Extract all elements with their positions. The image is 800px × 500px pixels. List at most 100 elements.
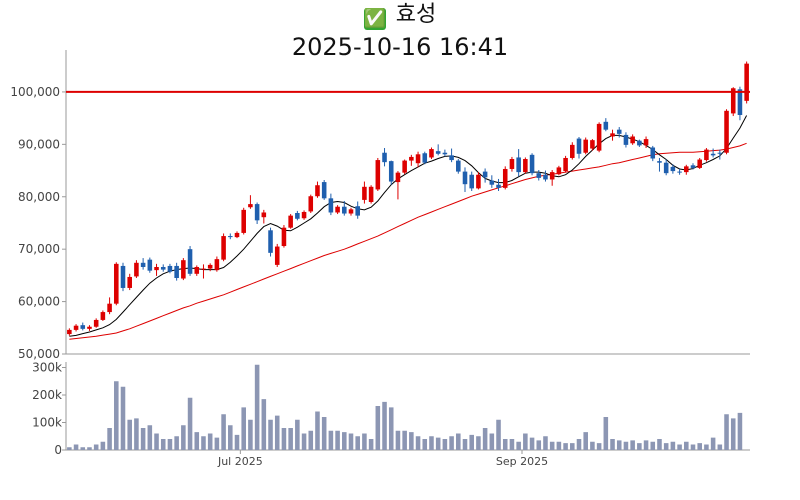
candlestick <box>623 132 629 148</box>
volume-bar <box>462 439 468 450</box>
volume-bar <box>509 439 515 450</box>
candlestick <box>160 264 166 272</box>
volume-bar <box>140 428 146 450</box>
candlestick <box>563 155 568 173</box>
candle-body <box>482 171 488 178</box>
candlestick <box>596 122 602 153</box>
candle-body <box>315 185 320 197</box>
volume-bar <box>134 418 139 450</box>
candlestick <box>469 171 474 191</box>
volume-bar <box>596 443 602 450</box>
candlestick <box>663 159 669 176</box>
volume-bar <box>187 397 193 450</box>
volume-bar <box>590 441 595 450</box>
volume-bar <box>549 441 555 450</box>
candle-body <box>489 180 495 185</box>
candle-body <box>637 140 642 146</box>
volume-bar <box>308 430 314 450</box>
date-tick-label: Sep 2025 <box>496 455 548 468</box>
candlestick <box>744 61 749 104</box>
volume-bar <box>583 432 588 450</box>
volume-bar <box>429 436 434 450</box>
volume-bar <box>214 437 220 450</box>
volume-bar <box>395 430 401 450</box>
candle-body <box>93 319 99 327</box>
volume-bar <box>174 436 179 450</box>
volume-bar <box>234 434 240 450</box>
volume-bar <box>107 428 112 450</box>
candle-body <box>134 262 139 277</box>
volume-bar <box>328 430 334 450</box>
candle-body <box>724 110 729 153</box>
candlestick <box>429 147 434 160</box>
volume-bar <box>402 430 407 450</box>
candlestick <box>147 257 153 273</box>
candlestick <box>570 142 575 160</box>
volume-bar <box>382 401 387 450</box>
candle-body <box>147 259 153 271</box>
volume-bar <box>570 443 575 450</box>
volume-bar <box>268 419 273 450</box>
candlestick <box>388 160 394 185</box>
candlestick <box>717 149 723 160</box>
check-icon: ✅ <box>363 8 387 30</box>
volume-bar <box>502 439 508 450</box>
volume-y-tick-label: 300k <box>32 361 62 375</box>
volume-bar <box>543 436 548 450</box>
candle-body <box>288 215 293 228</box>
volume-bar <box>154 433 159 450</box>
candle-body <box>496 184 501 188</box>
candle-body <box>603 121 609 130</box>
candle-body <box>274 246 280 265</box>
candlestick <box>254 202 260 225</box>
candlestick <box>261 209 267 224</box>
ma-short-line <box>69 115 748 337</box>
candlestick <box>181 258 186 281</box>
volume-bar <box>737 412 743 450</box>
candle-body <box>435 151 441 154</box>
volume-bar <box>482 428 488 450</box>
volume-bar <box>315 411 320 450</box>
candlestick <box>590 139 595 151</box>
candle-body <box>590 140 595 149</box>
volume-bar <box>375 406 381 450</box>
volume-bar <box>704 444 709 450</box>
candle-body <box>368 186 374 202</box>
candlestick <box>482 168 488 183</box>
candlestick <box>710 148 716 158</box>
volume-bar <box>335 430 340 450</box>
volume-bar <box>623 441 629 450</box>
candle-body <box>281 227 287 247</box>
volume-bar <box>181 425 186 450</box>
volume-panel: 0 100k 200k 300k Jul 2025 Sep 2025 <box>32 361 750 468</box>
candlestick <box>308 194 314 214</box>
candlestick <box>80 322 86 331</box>
candlestick <box>174 262 179 281</box>
candle-body <box>429 149 434 158</box>
volume-bar <box>684 441 689 450</box>
ma-long-line <box>69 142 747 340</box>
candlestick <box>114 262 119 306</box>
volume-bar <box>489 433 495 450</box>
volume-bar <box>697 443 702 450</box>
candlestick <box>362 181 367 204</box>
candle-body <box>670 166 676 172</box>
candlestick <box>422 151 428 165</box>
candle-body <box>543 174 548 180</box>
candle-body <box>114 263 119 304</box>
candlestick <box>127 273 132 291</box>
candlestick <box>274 243 280 267</box>
volume-bar <box>496 419 501 450</box>
candle-body <box>409 156 414 161</box>
volume-bar <box>388 407 394 450</box>
candle-body <box>214 259 220 271</box>
candlestick <box>657 157 662 172</box>
candlestick <box>100 310 106 321</box>
candlestick <box>576 137 582 159</box>
candle-body <box>422 153 428 163</box>
price-y-tick-label: 80,000 <box>18 190 60 204</box>
candlestick <box>496 178 501 191</box>
candle-body <box>710 153 716 156</box>
candlestick <box>610 129 615 141</box>
